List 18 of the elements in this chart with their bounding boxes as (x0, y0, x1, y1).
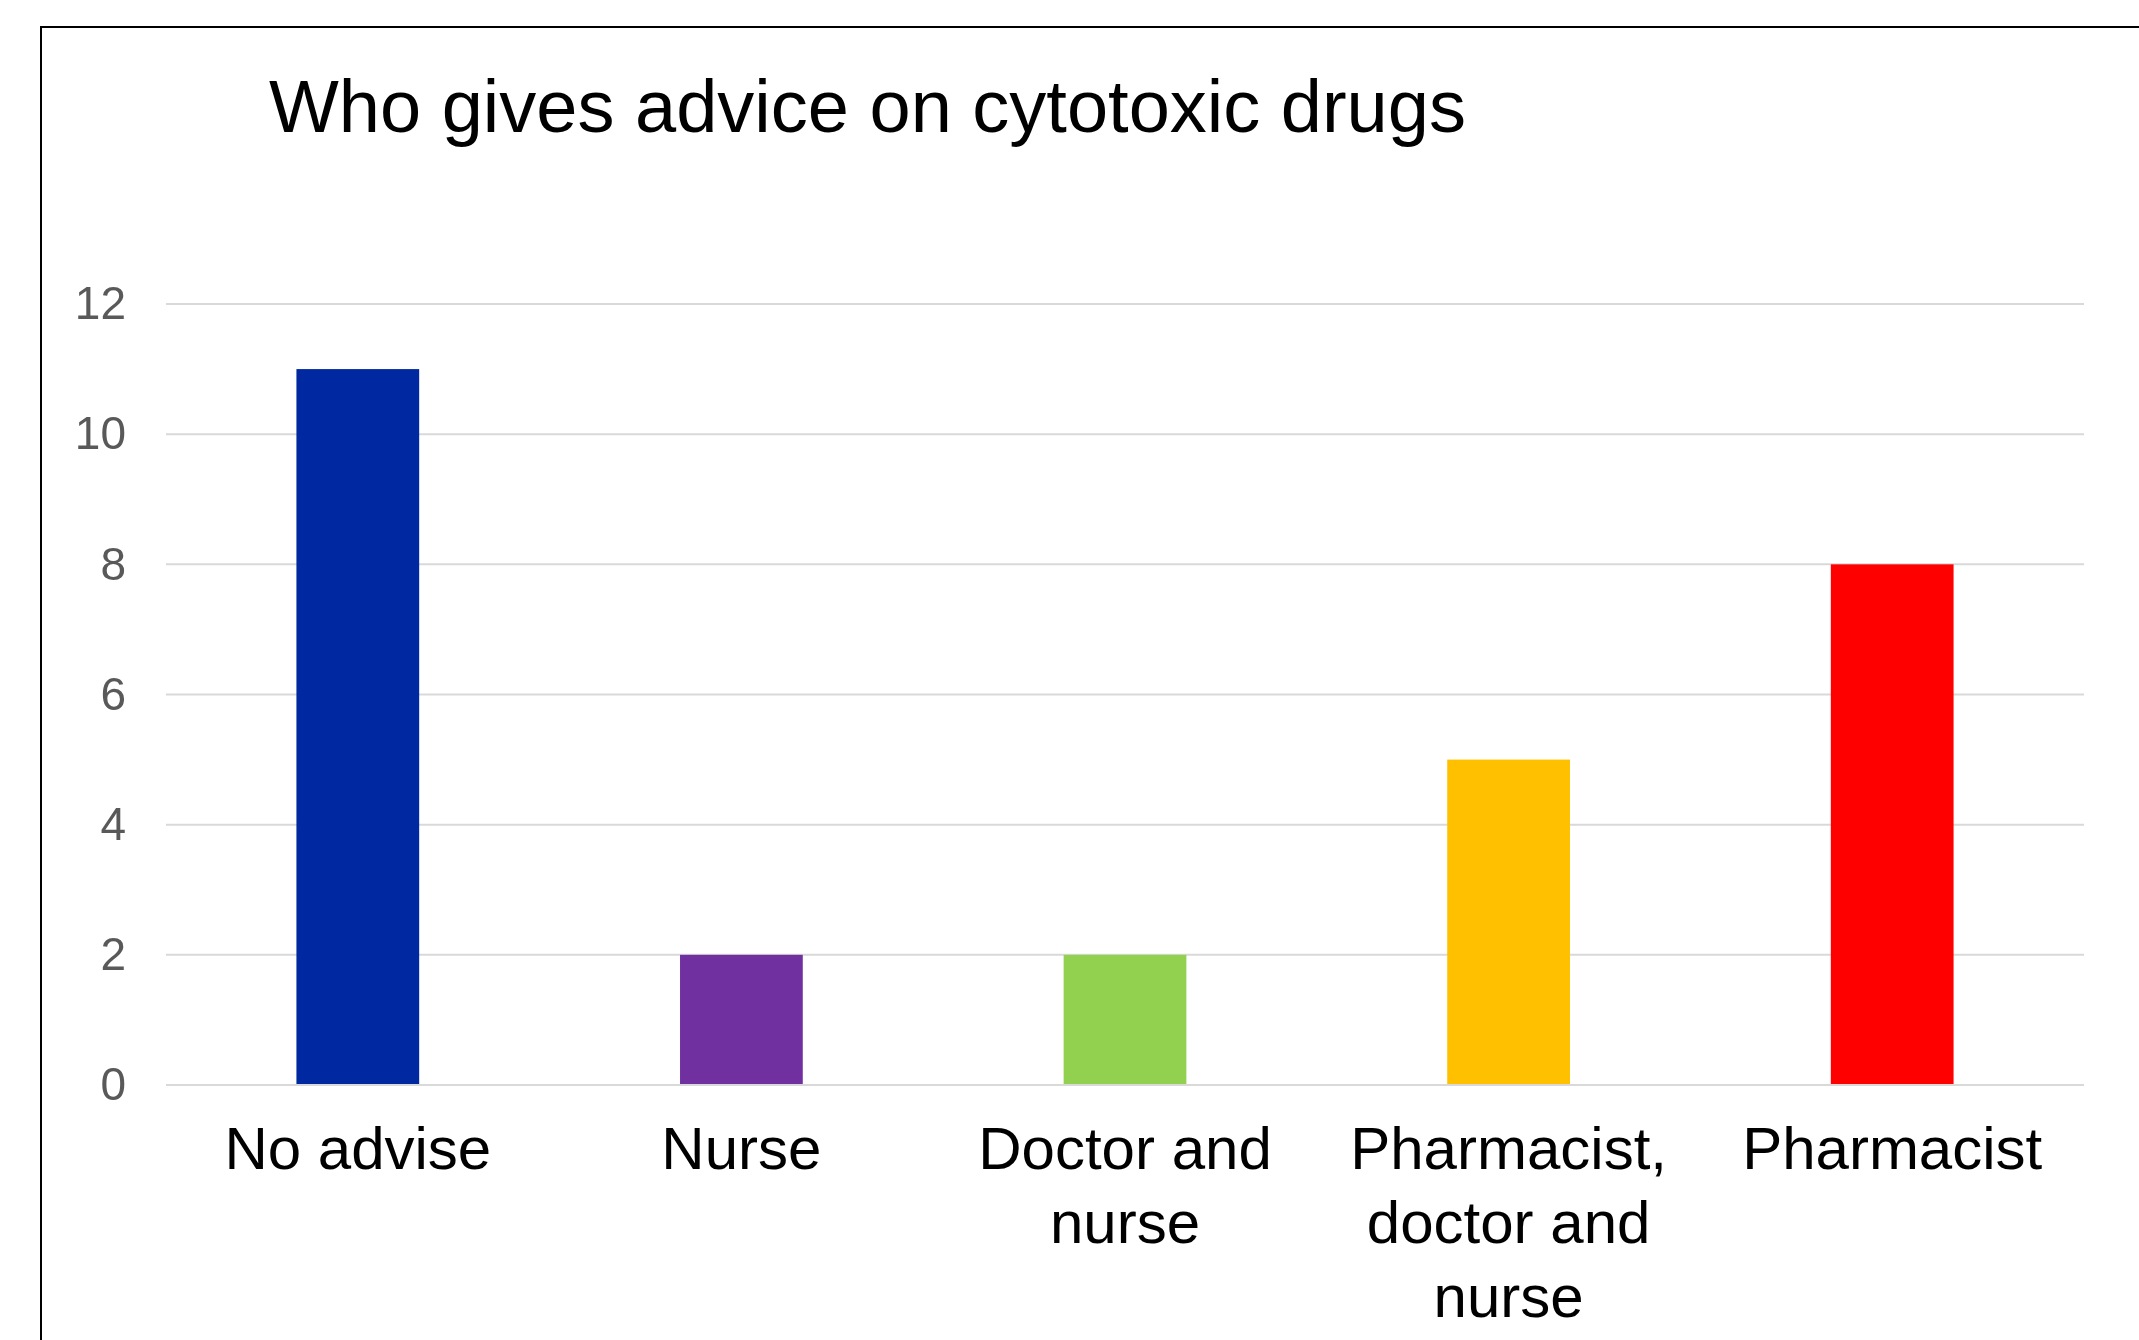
x-tick-label: Pharmacist (1742, 1115, 2043, 1182)
bar (680, 954, 803, 1085)
y-tick-label: 12 (74, 277, 126, 330)
y-tick-label: 6 (100, 667, 126, 720)
bar (1447, 759, 1570, 1085)
chart-title: Who gives advice on cytotoxic drugs (269, 65, 1466, 148)
bar (1830, 564, 1954, 1085)
x-tick-label: Pharmacist, doctor and nurse (1350, 1115, 1667, 1330)
y-tick-label: 10 (74, 407, 126, 460)
y-tick-label: 4 (100, 797, 126, 850)
x-tick-label: Doctor and nurse (978, 1115, 1272, 1256)
y-tick-label: 2 (100, 928, 126, 981)
x-tick-label: Nurse (661, 1115, 822, 1182)
y-tick-label: 0 (100, 1058, 126, 1111)
bar (296, 369, 420, 1085)
x-tick-label: No advise (224, 1115, 492, 1182)
y-tick-label: 8 (100, 537, 126, 590)
bar (1063, 954, 1187, 1085)
